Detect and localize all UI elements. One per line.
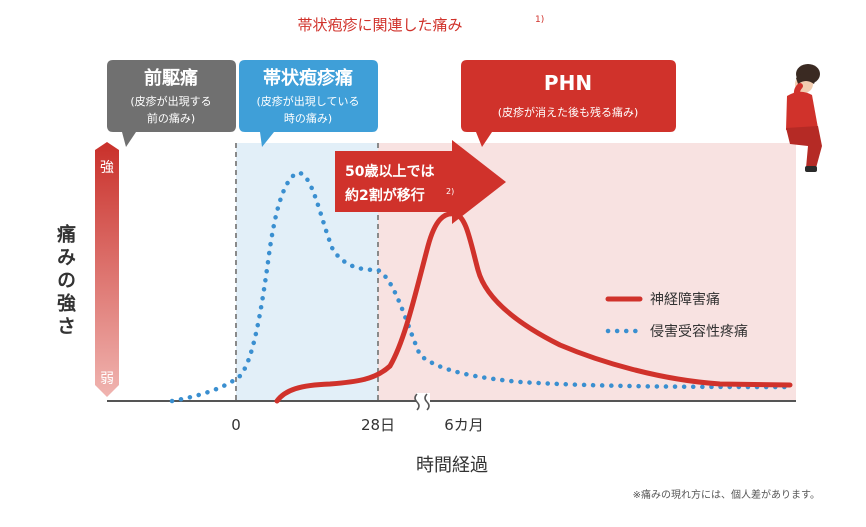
x-tick-28d: 28日 <box>361 416 395 434</box>
phase-title-prodromal: 前駆痛 <box>144 67 198 89</box>
series-neuropathic-line <box>274 211 793 404</box>
series-nociceptive-line <box>169 170 793 404</box>
phase-desc-zoster-1: (皮疹が出現している <box>257 94 360 108</box>
phase-box-zoster: 帯状疱疹痛 (皮疹が出現している 時の痛み) <box>239 60 378 147</box>
phase-box-phn: PHN (皮疹が消えた後も残る痛み) <box>461 60 676 147</box>
x-tick-6m: 6カ月 <box>444 416 484 434</box>
y-axis-arrow <box>95 142 119 397</box>
x-axis-label: 時間経過 <box>416 455 488 476</box>
phn-transition-callout: 50歳以上では 約2割が移行 2) <box>335 140 506 224</box>
phase-title-zoster: 帯状疱疹痛 <box>263 67 353 89</box>
person-in-pain-illustration <box>786 64 822 172</box>
legend: 神経障害痛 侵害受容性疼痛 <box>605 291 748 340</box>
callout-line-2: 約2割が移行 <box>345 187 425 204</box>
phase-desc-prodromal-2: 前の痛み) <box>147 111 195 125</box>
axis-break-mark <box>414 393 430 411</box>
y-low-label: 弱 <box>100 371 114 387</box>
x-tick-0: 0 <box>231 416 241 434</box>
legend-label-nociceptive: 侵害受容性疼痛 <box>650 323 748 340</box>
footnote: ※痛みの現れ方には、個人差があります。 <box>633 488 820 501</box>
callout-line-1: 50歳以上では <box>345 163 434 180</box>
phase-box-prodromal: 前駆痛 (皮疹が出現する 前の痛み) <box>107 60 236 147</box>
legend-label-neuropathic: 神経障害痛 <box>650 291 720 308</box>
phase-desc-phn-1: (皮疹が消えた後も残る痛み) <box>498 105 639 119</box>
chart-title: 帯状疱疹に関連した痛み <box>297 16 462 34</box>
phase-title-phn: PHN <box>544 71 592 95</box>
y-high-label: 強 <box>100 160 114 176</box>
phase-desc-prodromal-1: (皮疹が出現する <box>130 94 211 108</box>
phase-desc-zoster-2: 時の痛み) <box>284 111 332 125</box>
callout-ref: 2) <box>446 187 454 196</box>
y-axis-label: 痛みの強さ <box>54 223 76 339</box>
chart-title-ref: 1) <box>535 15 544 25</box>
